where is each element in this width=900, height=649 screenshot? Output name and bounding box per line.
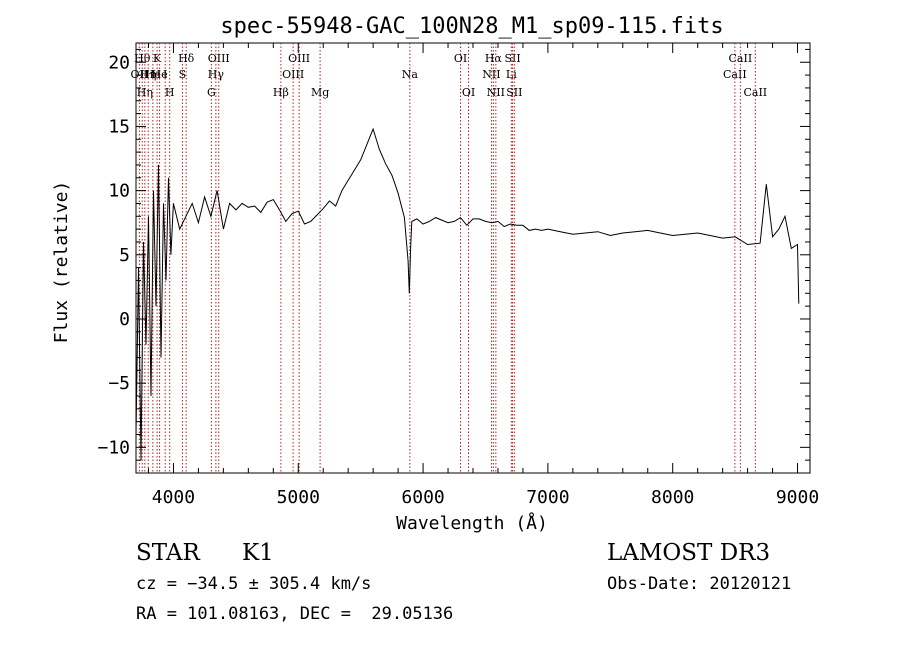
x-tick-label: 6000 xyxy=(401,487,444,508)
survey-name: LAMOST DR3 xyxy=(607,540,771,566)
y-tick-label: −5 xyxy=(108,373,130,394)
spectral-line-label: He xyxy=(152,68,168,81)
spectral-line-label: Hδ xyxy=(178,52,195,65)
spectral-line-label: Mg xyxy=(311,86,329,99)
spectral-line-label: K xyxy=(153,52,162,65)
spectral-line-label: Li xyxy=(506,68,517,81)
spectral-line-label: OI xyxy=(462,86,475,99)
spectral-line-label: OIII xyxy=(208,52,230,65)
y-tick-label: 5 xyxy=(119,245,130,266)
y-tick-label: 15 xyxy=(108,116,130,137)
spectral-line-label: Hη xyxy=(140,68,156,81)
spectral-line-label: OIII xyxy=(282,68,304,81)
spectral-line-label: H xyxy=(165,86,175,99)
y-axis-ticks: −10 −5 0 5 10 15 20 xyxy=(97,48,810,461)
y-tick-label: 10 xyxy=(108,181,130,202)
coordinates: RA = 101.08163, DEC = 29.05136 xyxy=(136,604,454,624)
spectral-line-label: CaII xyxy=(729,52,753,65)
spectral-line-label: OII xyxy=(131,68,149,81)
spectral-line-label: NII xyxy=(487,86,505,99)
spectral-line-label: OIII xyxy=(288,52,310,65)
y-tick-label: −10 xyxy=(97,437,130,458)
spectral-line-label: G xyxy=(207,86,216,99)
spectral-line-label: Hθ xyxy=(134,52,151,65)
x-tick-label: 7000 xyxy=(526,487,569,508)
spectral-line-label: Hγ xyxy=(208,68,225,81)
y-tick-label: 20 xyxy=(108,52,130,73)
y-tick-label: 0 xyxy=(119,309,130,330)
spectral-line-label: SII xyxy=(506,86,522,99)
y-axis-label: Flux (relative) xyxy=(51,181,72,344)
x-tick-label: 5000 xyxy=(277,487,320,508)
spectral-line-label: OI xyxy=(454,52,467,65)
spectral-line-label: I xyxy=(163,68,167,81)
spectral-line-label: CaII xyxy=(723,68,747,81)
redshift-velocity: cz = −34.5 ± 305.4 km/s xyxy=(136,574,372,594)
emission-lines: OIIHθHηHηHeKHeIHSHδGHγOIIIHβOIIIOIIIMgNa… xyxy=(131,43,767,473)
spectral-line-label: CaII xyxy=(743,86,767,99)
spectral-line-label: Na xyxy=(402,68,419,81)
spectral-line-label: Hη xyxy=(137,86,153,99)
x-axis-label: Wavelength (Å) xyxy=(396,512,548,534)
spectral-line-label: NII xyxy=(482,68,500,81)
object-subclass: K1 xyxy=(242,540,274,566)
spectral-line-label: SII xyxy=(504,52,520,65)
x-axis-ticks: 4000 5000 6000 7000 8000 9000 xyxy=(147,43,819,508)
x-tick-label: 8000 xyxy=(651,487,694,508)
spectral-line-label: S xyxy=(179,68,187,81)
spectral-line-label: Hα xyxy=(485,52,503,65)
x-tick-label: 9000 xyxy=(776,487,819,508)
spectral-line-label: Hβ xyxy=(273,86,289,99)
flux-series-line xyxy=(135,127,800,461)
plot-frame xyxy=(135,42,811,474)
x-tick-label: 4000 xyxy=(152,487,195,508)
observation-date: Obs-Date: 20120121 xyxy=(607,574,792,594)
chart-title: spec-55948-GAC_100N28_M1_sp09-115.fits xyxy=(220,14,723,39)
object-class: STAR xyxy=(136,540,200,566)
